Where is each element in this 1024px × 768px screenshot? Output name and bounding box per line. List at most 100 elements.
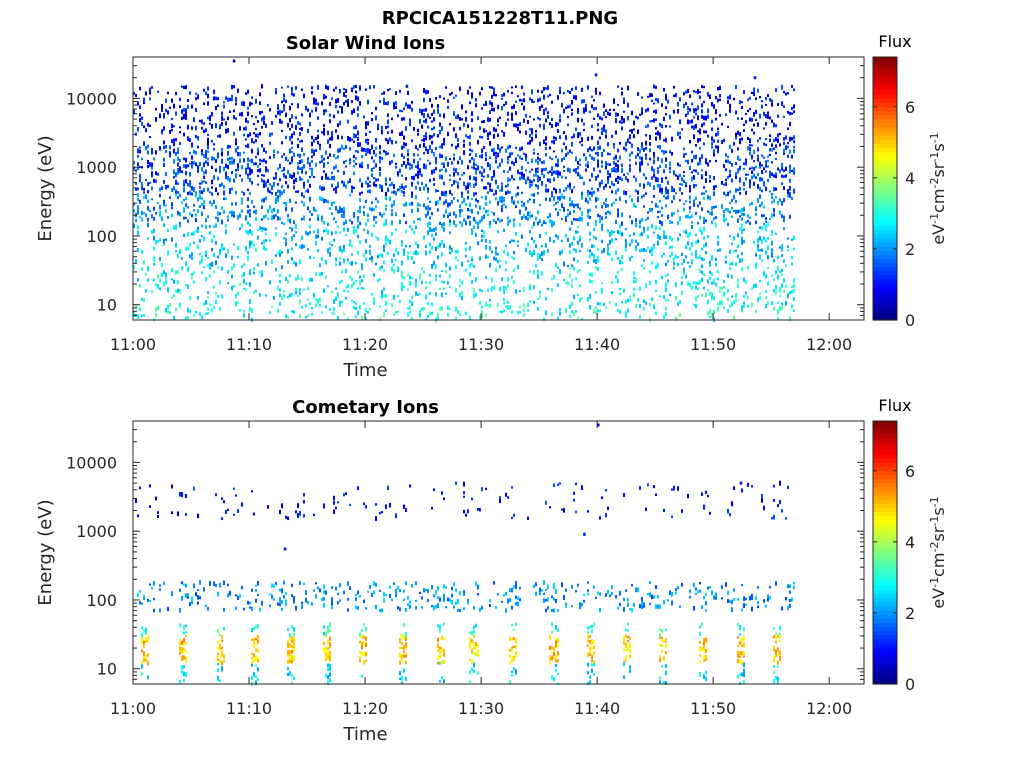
flux-cell: [601, 130, 603, 135]
flux-cell: [237, 215, 239, 220]
flux-cell: [255, 289, 257, 293]
flux-cell: [511, 674, 513, 677]
flux-cell: [405, 632, 407, 637]
flux-cell: [781, 166, 783, 171]
flux-cell: [557, 638, 559, 642]
flux-cell: [793, 167, 795, 173]
flux-cell: [601, 205, 603, 209]
flux-cell: [261, 205, 263, 209]
flux-cell: [175, 270, 177, 275]
flux-cell: [599, 170, 601, 173]
flux-cell: [283, 293, 285, 298]
flux-cell: [783, 169, 785, 173]
flux-cell: [501, 182, 503, 185]
flux-cell: [681, 183, 683, 186]
flux-cell: [153, 206, 155, 211]
flux-cell: [437, 624, 439, 628]
flux-cell: [141, 297, 143, 301]
flux-cell: [721, 122, 723, 126]
flux-cell: [665, 628, 667, 631]
flux-cell: [709, 308, 711, 314]
flux-cell: [141, 636, 143, 641]
flux-cell: [529, 214, 531, 219]
flux-cell: [791, 196, 793, 200]
flux-cell: [249, 229, 251, 234]
flux-cell: [493, 285, 495, 290]
flux-cell: [467, 208, 469, 212]
flux-cell: [469, 159, 471, 163]
flux-cell: [261, 178, 263, 183]
flux-cell: [535, 167, 537, 173]
flux-cell: [159, 204, 161, 210]
flux-cell: [619, 292, 621, 296]
flux-cell: [413, 220, 415, 224]
flux-cell: [531, 99, 533, 103]
flux-cell: [603, 124, 605, 128]
flux-cell: [585, 156, 587, 161]
flux-cell: [403, 135, 405, 140]
flux-cell: [343, 289, 345, 293]
flux-cell: [561, 203, 563, 209]
flux-cell: [221, 635, 223, 639]
flux-cell: [271, 185, 273, 190]
flux-cell: [317, 249, 319, 253]
flux-cell: [641, 232, 643, 237]
flux-cell: [203, 266, 205, 269]
flux-cell: [383, 248, 385, 252]
flux-cell: [463, 197, 465, 203]
flux-cell: [509, 680, 511, 685]
colorbar-step: [873, 303, 897, 309]
flux-cell: [545, 296, 547, 301]
flux-cell: [469, 202, 471, 208]
flux-cell: [483, 120, 485, 124]
flux-cell: [435, 96, 437, 100]
flux-cell: [483, 146, 485, 150]
flux-cell: [643, 229, 645, 234]
flux-cell: [137, 154, 139, 157]
flux-cell: [371, 168, 373, 172]
flux-cell: [711, 102, 713, 107]
flux-cell: [727, 191, 729, 197]
flux-cell: [317, 140, 319, 145]
flux-cell: [767, 94, 769, 98]
flux-cell: [433, 109, 435, 114]
flux-cell: [525, 157, 527, 162]
flux-cell: [777, 634, 779, 638]
flux-cell: [209, 200, 211, 204]
flux-cell: [191, 186, 193, 191]
flux-cell: [203, 587, 205, 592]
flux-cell: [473, 225, 475, 229]
flux-cell: [545, 87, 547, 90]
flux-cell: [785, 300, 787, 306]
flux-cell: [507, 156, 509, 161]
flux-cell: [293, 647, 295, 653]
flux-cell: [209, 266, 211, 270]
flux-cell: [543, 168, 545, 171]
flux-cell: [493, 193, 495, 196]
flux-cell: [239, 227, 241, 231]
flux-cell: [735, 292, 737, 296]
flux-cell: [219, 633, 221, 636]
flux-cell: [469, 101, 471, 105]
flux-cell: [151, 171, 153, 176]
flux-cell: [781, 201, 783, 206]
flux-cell: [699, 91, 701, 94]
flux-cell: [171, 213, 173, 218]
flux-cell: [243, 158, 245, 163]
flux-cell: [217, 640, 219, 643]
flux-cell: [695, 169, 697, 173]
flux-cell: [689, 139, 691, 144]
flux-cell: [333, 154, 335, 157]
flux-cell: [643, 183, 645, 186]
flux-cell: [365, 317, 367, 320]
flux-cell: [509, 305, 511, 310]
flux-cell: [571, 189, 573, 194]
flux-cell: [503, 92, 505, 97]
flux-cell: [519, 172, 521, 175]
flux-cell: [391, 209, 393, 212]
flux-cell: [591, 641, 593, 645]
flux-cell: [705, 115, 707, 121]
flux-cell: [465, 202, 467, 206]
flux-cell: [667, 214, 669, 220]
flux-cell: [577, 270, 579, 274]
